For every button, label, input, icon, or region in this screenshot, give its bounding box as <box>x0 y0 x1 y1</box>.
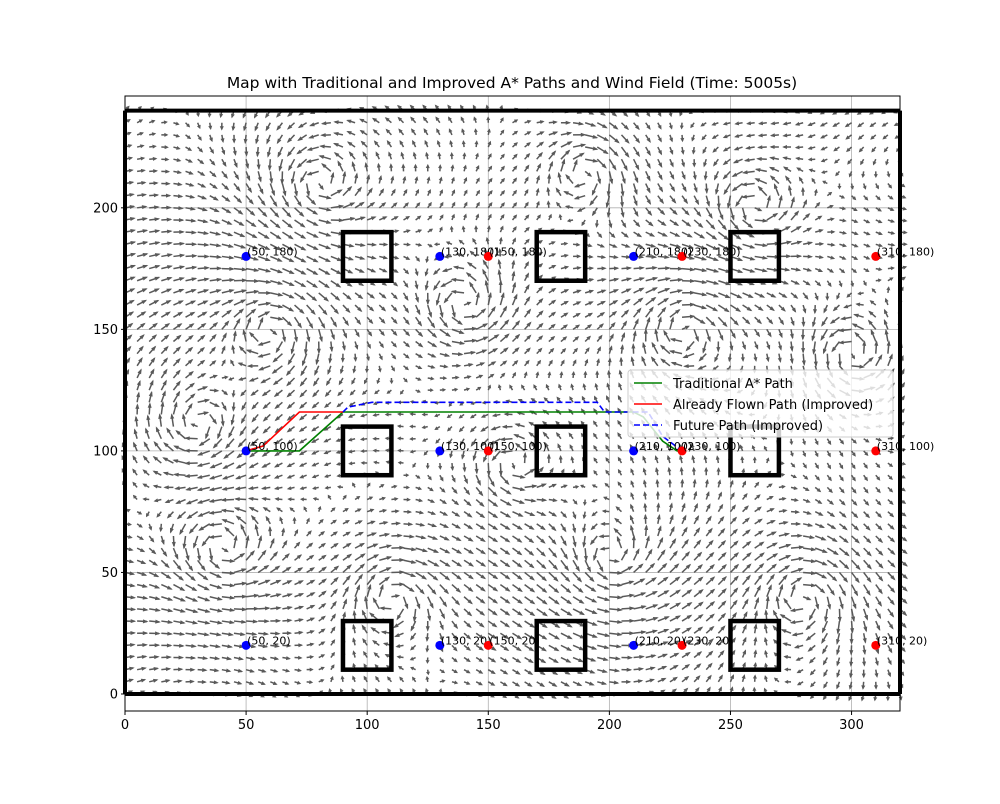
chart-title: Map with Traditional and Improved A* Pat… <box>227 74 797 92</box>
